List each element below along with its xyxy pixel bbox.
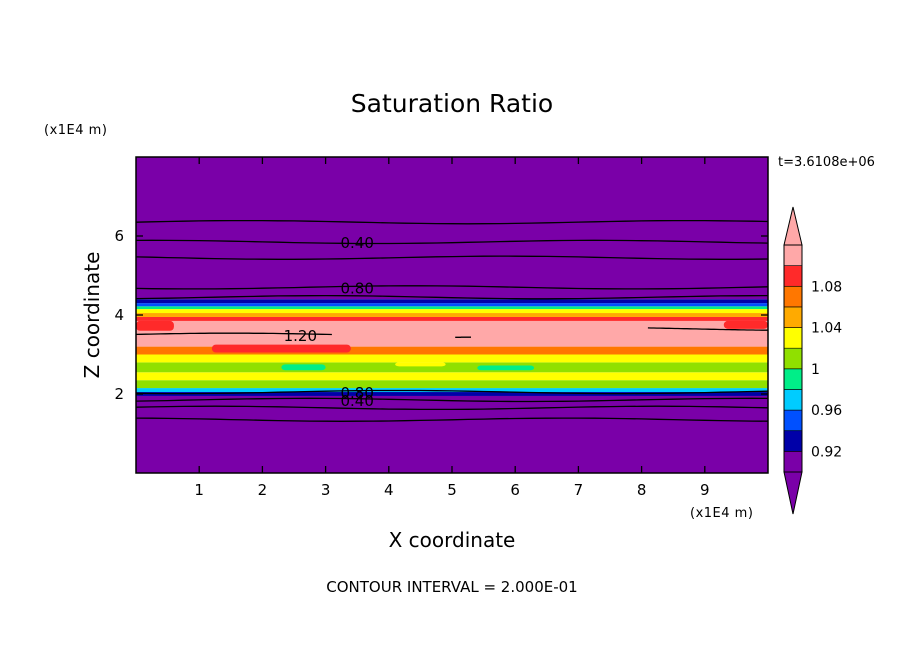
field-band xyxy=(136,372,768,381)
field-patch xyxy=(477,365,535,371)
contour-line xyxy=(135,239,769,245)
contour-lines: 0.400.801.200.800.40 xyxy=(135,219,769,422)
field-patch xyxy=(597,330,667,337)
chart-title: Saturation Ratio xyxy=(351,89,553,118)
field-band xyxy=(136,316,768,321)
colorbar-tick-label: 0.96 xyxy=(811,403,842,419)
colorbar-segment xyxy=(783,409,803,432)
contour-line xyxy=(135,255,769,260)
colorbar-segment xyxy=(783,244,803,266)
x-tick-label: 1 xyxy=(194,481,204,499)
field-band xyxy=(136,313,768,317)
y-tick-label: 2 xyxy=(114,385,124,403)
colorbar-tick-label: 1 xyxy=(811,362,820,378)
colorbar-segment xyxy=(783,451,803,473)
contour-line xyxy=(135,389,769,395)
field-patch xyxy=(281,364,326,371)
field-band xyxy=(136,362,768,373)
plot-area xyxy=(136,157,768,473)
field-band xyxy=(136,157,768,300)
contour-label: 0.40 xyxy=(340,234,373,252)
x-tick-label: 9 xyxy=(700,481,710,499)
contour-line xyxy=(135,294,769,300)
field-band xyxy=(136,306,768,310)
x-tick-label: 4 xyxy=(384,481,394,499)
contour-label: 1.20 xyxy=(284,327,317,345)
colorbar-frame xyxy=(783,244,803,473)
field-band xyxy=(136,309,768,314)
colorbar-tick-label: 1.08 xyxy=(811,279,842,295)
contour-line xyxy=(135,285,769,290)
field-patch xyxy=(395,362,446,367)
y-tick-label: 6 xyxy=(114,227,124,245)
x-unit-label: (x1E4 m) xyxy=(690,506,753,521)
field-patch xyxy=(723,320,768,329)
contour-line xyxy=(135,405,769,411)
colorbar-tick-label: 0.92 xyxy=(811,444,842,460)
field-patch xyxy=(136,320,174,331)
time-label: t=3.6108e+06 xyxy=(778,155,875,170)
colorbar-under-arrow xyxy=(783,471,803,515)
x-axis-title: X coordinate xyxy=(389,528,516,552)
contour-line xyxy=(135,397,769,403)
field-band xyxy=(136,354,768,363)
field-patch xyxy=(211,344,351,353)
colorbar: 0.92 0.96 1 1.04 1.08 xyxy=(783,206,842,515)
colorbar-segment xyxy=(783,285,803,308)
contour-label: 0.80 xyxy=(340,279,373,297)
x-tick-label: 3 xyxy=(321,481,331,499)
field-band xyxy=(136,392,768,396)
contour-line xyxy=(647,327,768,331)
contour-line xyxy=(135,332,332,336)
x-tick-label: 6 xyxy=(510,481,520,499)
colorbar-segment xyxy=(783,347,803,370)
z-unit-label: (x1E4 m) xyxy=(44,123,107,138)
x-tick-label: 8 xyxy=(637,481,647,499)
field-band xyxy=(136,380,768,389)
axes: 1 2 3 4 5 6 7 8 9 2 4 6 xyxy=(114,157,768,499)
field-band xyxy=(136,303,768,307)
field-band xyxy=(136,299,768,304)
field-band xyxy=(136,388,768,393)
x-tick-label: 5 xyxy=(447,481,457,499)
contour-line xyxy=(135,219,769,225)
x-tick-label: 2 xyxy=(258,481,268,499)
contour-line xyxy=(135,417,769,422)
colorbar-segment xyxy=(783,327,803,349)
colorbar-segment xyxy=(783,389,803,411)
colorbar-segment xyxy=(783,265,803,287)
contour-label: 0.40 xyxy=(340,392,373,410)
colorbar-segment xyxy=(783,430,803,452)
x-tick-label: 7 xyxy=(574,481,584,499)
colorbar-segment xyxy=(783,306,803,328)
field-band xyxy=(136,395,768,473)
y-axis-title: Z coordinate xyxy=(80,252,104,379)
colorbar-over-arrow xyxy=(783,206,803,246)
colorbar-tick-label: 1.04 xyxy=(811,321,842,337)
field-band xyxy=(136,346,768,355)
contour-label: 0.80 xyxy=(340,384,373,402)
contour-interval-note: CONTOUR INTERVAL = 2.000E-01 xyxy=(326,578,577,596)
y-tick-label: 4 xyxy=(114,306,124,324)
colorbar-segment xyxy=(783,368,803,390)
